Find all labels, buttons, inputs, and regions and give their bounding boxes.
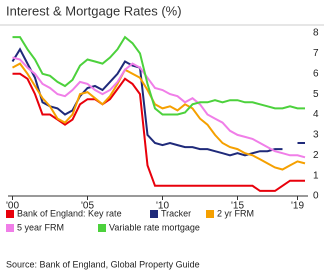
legend-label: 5 year FRM xyxy=(17,222,64,232)
legend-swatch xyxy=(6,210,14,218)
y-tick-label: 7 xyxy=(313,48,319,59)
chart-title: Interest & Mortgage Rates (%) xyxy=(6,3,182,18)
y-tick-label: 4 xyxy=(313,109,319,120)
y-tick-label: 5 xyxy=(313,89,319,100)
y-tick-label: 1 xyxy=(313,170,319,181)
x-tick-label: '15 xyxy=(231,201,244,212)
legend-swatch xyxy=(98,224,106,232)
legend-label: 2 yr FRM xyxy=(217,208,254,218)
y-tick-label: 6 xyxy=(313,68,319,79)
series-line xyxy=(12,56,306,159)
series-line xyxy=(12,62,306,171)
source: Source: Bank of England, Global Property… xyxy=(6,259,200,269)
series-line xyxy=(12,72,305,192)
y-tick-label: 8 xyxy=(313,28,319,39)
x-tick-label: '05 xyxy=(81,201,94,212)
y-tick-label: 3 xyxy=(313,130,319,141)
y-tick-label: 2 xyxy=(313,150,319,161)
x-tick-label: '19 xyxy=(291,201,304,212)
legend-label: Bank of England: Key rate xyxy=(17,208,122,218)
legend-swatch xyxy=(150,210,158,218)
legend-label: Variable rate mortgage xyxy=(109,222,200,232)
series-line xyxy=(12,35,305,116)
y-tick-label: 0 xyxy=(313,191,319,202)
x-tick-label: '10 xyxy=(156,201,169,212)
x-tick-label: '00 xyxy=(6,201,19,212)
legend-label: Tracker xyxy=(161,208,191,218)
legend-swatch xyxy=(6,224,14,232)
series-line xyxy=(11,47,305,157)
legend-swatch xyxy=(206,210,214,218)
